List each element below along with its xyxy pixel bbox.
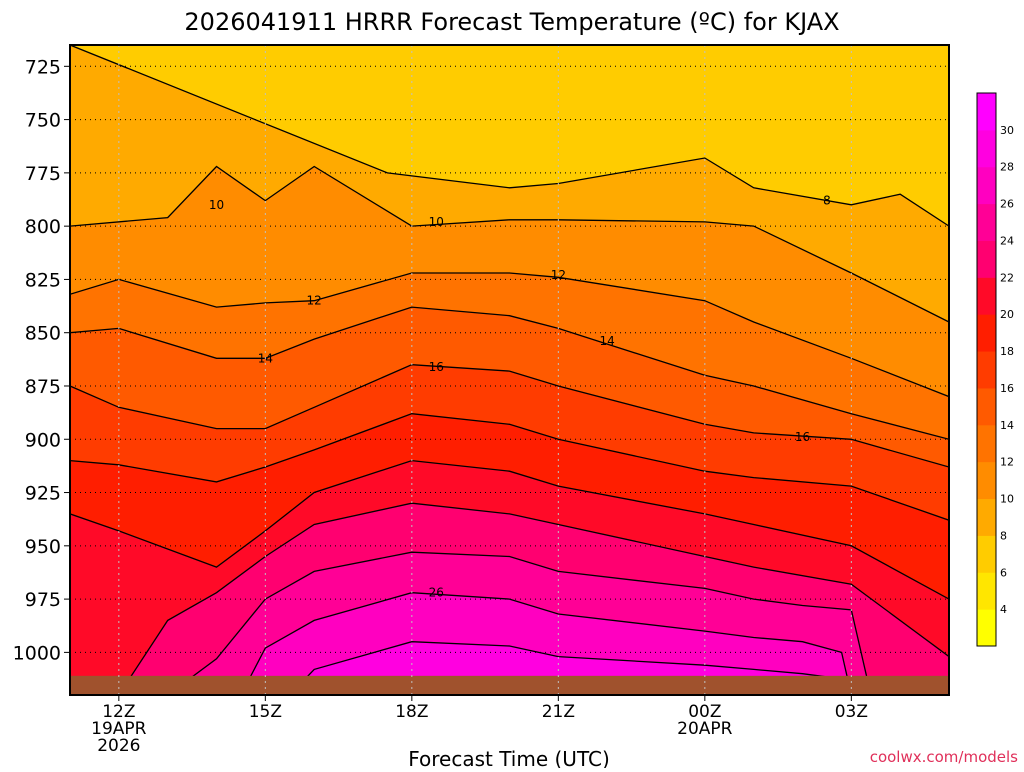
colorbar-segment-2 <box>977 535 996 573</box>
colorbar-segment-6 <box>977 387 996 426</box>
colorbar-segment-1 <box>977 572 996 610</box>
x-tick-label-6-0: 18Z <box>395 702 428 722</box>
y-tick-label-875: 875 <box>25 376 61 398</box>
contour-line-12 <box>70 272 949 398</box>
contour-line-20 <box>70 459 949 600</box>
contour-label-14-5: 14 <box>258 351 273 365</box>
colorbar-label-6: 6 <box>1000 566 1007 579</box>
contour-line-16 <box>70 364 949 468</box>
colorbar-segment-9 <box>977 277 996 315</box>
colorbar-label-30: 30 <box>1000 124 1014 137</box>
contour-label-14-6: 14 <box>600 334 615 348</box>
colorbar: 4 6 8 10 12 14 16 18 20 22 24 26 28 30 <box>976 92 1014 647</box>
colorbar-label-16: 16 <box>1000 382 1014 395</box>
contour-field: 8 10 10 12 12 14 14 16 16 26 <box>70 45 949 695</box>
contour-line-18 <box>70 413 949 521</box>
x-tick-label-12-1: 20APR <box>677 719 733 739</box>
contour-line-24 <box>167 551 872 695</box>
contour-label-16-8: 16 <box>795 430 810 444</box>
x-tick-label-3-0: 15Z <box>249 702 282 722</box>
colorbar-label-18: 18 <box>1000 345 1014 358</box>
colorbar-segment-10 <box>977 240 996 278</box>
y-tick-label-725: 725 <box>25 56 61 78</box>
colorbar-segment-13 <box>977 129 996 168</box>
colorbar-label-4: 4 <box>1000 603 1007 616</box>
colorbar-segment-0 <box>977 609 996 647</box>
x-tick-label-0-0: 12Z <box>102 702 135 722</box>
contour-label-10-1: 10 <box>209 198 224 212</box>
colorbar-segment-12 <box>977 166 996 205</box>
contour-label-12-4: 12 <box>551 268 566 282</box>
contour-label-8-0: 8 <box>823 194 831 208</box>
axes: 725 750 775 800 825 850 875 900 925 950 975 1000 12Z… <box>13 44 950 756</box>
x-tick-label-9-0: 21Z <box>542 702 575 722</box>
credit-text: coolwx.com/models <box>870 748 1018 766</box>
contour-line-8 <box>70 45 949 227</box>
contour-label-16-7: 16 <box>429 360 444 374</box>
colorbar-segment-11 <box>977 203 996 241</box>
ground-surface <box>70 675 949 695</box>
y-tick-label-900: 900 <box>25 429 61 451</box>
colorbar-label-20: 20 <box>1000 308 1014 321</box>
colorbar-segment-7 <box>977 351 996 389</box>
colorbar-label-22: 22 <box>1000 271 1014 284</box>
colorbar-segment-4 <box>977 461 996 500</box>
colorbar-segment-8 <box>977 314 996 352</box>
y-tick-label-775: 775 <box>25 163 61 185</box>
colorbar-label-8: 8 <box>1000 529 1007 542</box>
grid-lines <box>70 45 949 695</box>
y-tick-label-1000: 1000 <box>13 642 61 664</box>
plot-frame <box>69 44 950 696</box>
colorbar-label-26: 26 <box>1000 198 1014 211</box>
x-tick-label-12-0: 00Z <box>688 702 721 722</box>
contour-line-14 <box>70 306 949 440</box>
colorbar-segment-5 <box>977 424 996 463</box>
colorbar-label-14: 14 <box>1000 419 1014 432</box>
colorbar-label-12: 12 <box>1000 456 1014 469</box>
contour-line-10 <box>70 165 949 323</box>
x-tick-label-0-2: 2026 <box>97 736 140 756</box>
y-tick-label-975: 975 <box>25 589 61 611</box>
contour-line-28 <box>289 641 852 695</box>
x-axis-title: Forecast Time (UTC) <box>408 747 610 768</box>
contour-label-12-3: 12 <box>307 294 322 308</box>
contour-label-10-2: 10 <box>429 215 444 229</box>
contour-label-26-9: 26 <box>429 586 444 600</box>
x-tick-label-15-0: 03Z <box>835 702 868 722</box>
colorbar-label-24: 24 <box>1000 234 1014 247</box>
colorbar-label-10: 10 <box>1000 493 1014 506</box>
x-tick-label-0-1: 19APR <box>91 719 147 739</box>
contour-line-22 <box>118 502 949 695</box>
colorbar-segment-3 <box>977 498 996 536</box>
contour-line-26 <box>240 592 852 695</box>
y-tick-label-850: 850 <box>25 323 61 345</box>
colorbar-label-28: 28 <box>1000 161 1014 174</box>
chart-title: 2026041911 HRRR Forecast Temperature (ºC… <box>184 8 839 36</box>
colorbar-frame <box>976 92 997 647</box>
plot-area: 8 10 10 12 12 14 14 16 16 26 <box>70 45 949 695</box>
y-tick-label-925: 925 <box>25 483 61 505</box>
y-tick-label-950: 950 <box>25 536 61 558</box>
y-tick-label-750: 750 <box>25 110 61 132</box>
y-tick-label-825: 825 <box>25 269 61 291</box>
y-tick-label-800: 800 <box>25 216 61 238</box>
colorbar-segment-14 <box>977 93 996 131</box>
